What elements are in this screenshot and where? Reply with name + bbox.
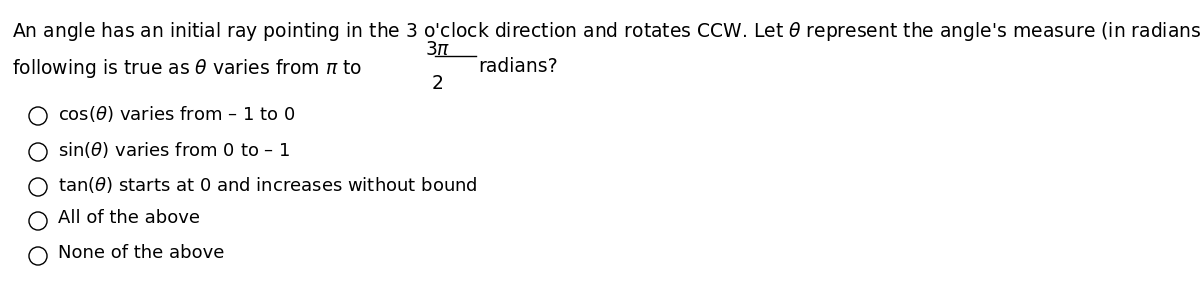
Ellipse shape: [29, 247, 47, 265]
Ellipse shape: [29, 178, 47, 196]
Text: $\tan(\theta)$ starts at 0 and increases without bound: $\tan(\theta)$ starts at 0 and increases…: [58, 175, 478, 195]
Ellipse shape: [29, 212, 47, 230]
Text: None of the above: None of the above: [58, 244, 224, 262]
Text: 2: 2: [432, 74, 444, 93]
Text: All of the above: All of the above: [58, 209, 200, 227]
Text: $\sin(\theta)$ varies from 0 to – 1: $\sin(\theta)$ varies from 0 to – 1: [58, 140, 290, 160]
Text: $\cos(\theta)$ varies from – 1 to 0: $\cos(\theta)$ varies from – 1 to 0: [58, 104, 295, 124]
Text: An angle has an initial ray pointing in the 3 o'clock direction and rotates CCW.: An angle has an initial ray pointing in …: [12, 20, 1200, 43]
Ellipse shape: [29, 107, 47, 125]
Text: radians?: radians?: [478, 57, 558, 76]
Text: following is true as $\theta$ varies from $\pi$ to: following is true as $\theta$ varies fro…: [12, 57, 362, 80]
Text: 3$\pi$: 3$\pi$: [425, 40, 451, 59]
Ellipse shape: [29, 143, 47, 161]
